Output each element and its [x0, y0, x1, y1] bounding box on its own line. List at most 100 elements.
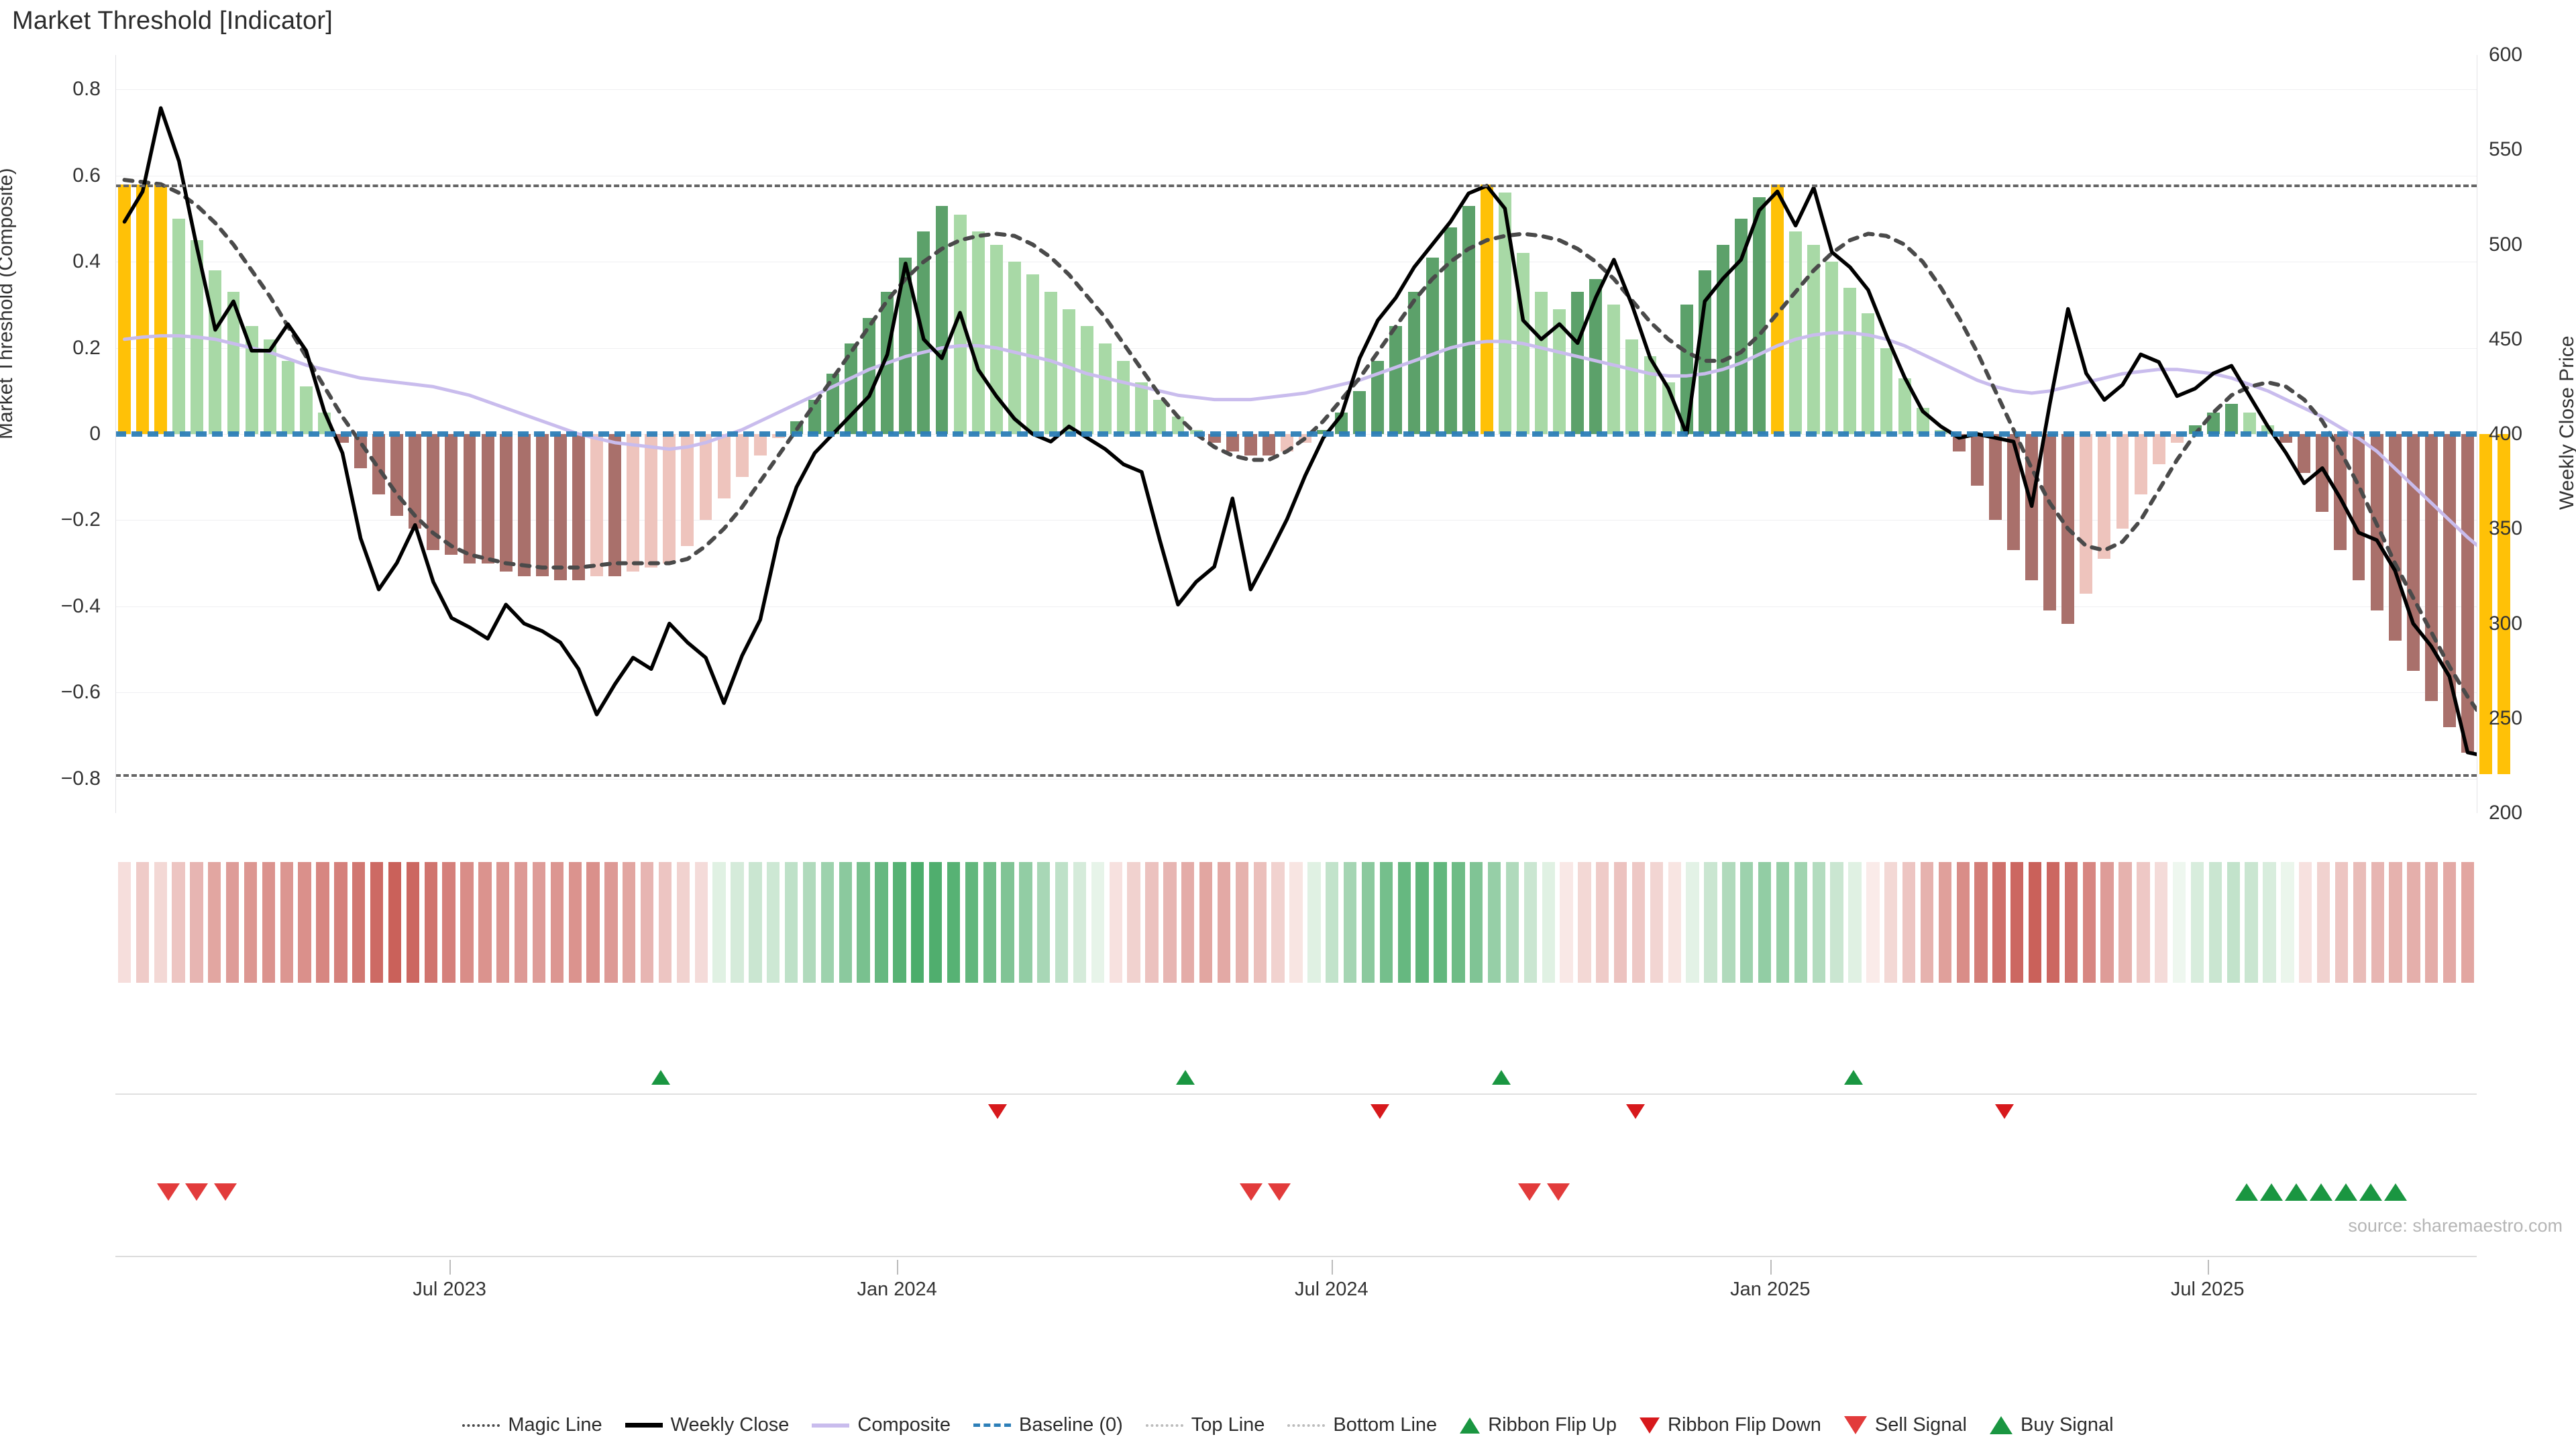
ribbon-cell [658, 862, 672, 983]
y-tick-label-right: 400 [2489, 423, 2523, 445]
threshold-bar [354, 434, 367, 469]
signal-marker-lanes [115, 993, 2477, 1261]
ribbon-cell [2100, 862, 2114, 983]
threshold-bar [1988, 434, 2002, 521]
x-axis-rule [115, 1256, 2477, 1257]
threshold-bar [753, 434, 767, 456]
ribbon-cell [2461, 862, 2475, 983]
gridline-y [115, 347, 2477, 349]
threshold-bar [245, 326, 258, 434]
right-axis-title: Weekly Close Price [2556, 335, 2576, 510]
sell-signal-marker [1268, 1183, 1291, 1201]
solid-line-icon [812, 1423, 850, 1428]
ribbon-cell [1650, 862, 1664, 983]
ribbon-cell [136, 862, 149, 983]
threshold-bar [118, 184, 131, 434]
threshold-bar [517, 434, 531, 576]
legend-ribbon-flip-up[interactable]: Ribbon Flip Up [1460, 1414, 1617, 1436]
ribbon-cell [2353, 862, 2366, 983]
buy-signal-marker [2334, 1183, 2357, 1201]
ribbon-cell [1470, 862, 1483, 983]
legend-ribbon-flip-down[interactable]: Ribbon Flip Down [1640, 1414, 1821, 1436]
ribbon-cell [568, 862, 582, 983]
ribbon-cell [1560, 862, 1573, 983]
legend-composite[interactable]: Composite [812, 1414, 951, 1436]
legend-bottom-line[interactable]: Bottom Line [1287, 1414, 1437, 1436]
threshold-bar [1480, 184, 1493, 434]
threshold-bar [1353, 390, 1366, 434]
ribbon-cell [316, 862, 329, 983]
threshold-bar [535, 434, 549, 576]
y-tick-label-left: 0 [89, 423, 101, 445]
gridline-y [115, 520, 2477, 521]
y-tick-label-left: −0.2 [60, 508, 101, 531]
ribbon-cell [1055, 862, 1069, 983]
ribbon-cell [2316, 862, 2330, 983]
ribbon-flip-up-marker [1843, 1070, 1863, 1085]
ribbon-flip-up-marker [651, 1070, 671, 1085]
ribbon-cell [442, 862, 455, 983]
ribbon-cell [2299, 862, 2312, 983]
line-series-layer [122, 106, 2477, 757]
baseline-zero [115, 431, 2477, 437]
page-title: Market Threshold [Indicator] [12, 7, 333, 35]
ribbon-cell [478, 862, 492, 983]
legend-label: Baseline (0) [1019, 1414, 1123, 1436]
threshold-bar [2224, 404, 2238, 434]
threshold-bar [2152, 434, 2165, 464]
y-tick-label-right: 300 [2489, 612, 2523, 635]
ribbon-cell [2010, 862, 2024, 983]
threshold-bar [2116, 434, 2129, 529]
ribbon-cell [208, 862, 221, 983]
ribbon-cell [1776, 862, 1790, 983]
threshold-bar [681, 434, 694, 546]
threshold-bar [663, 434, 676, 564]
ribbon-cell [2190, 862, 2204, 983]
threshold-bar [481, 434, 494, 564]
ribbon-cell [1631, 862, 1646, 983]
ribbon-cell [767, 862, 780, 983]
ribbon-cell [298, 862, 311, 983]
triangle-down-icon [1843, 1416, 1867, 1434]
ribbon-cell [1884, 862, 1898, 983]
ribbon-cell [1235, 862, 1249, 983]
ribbon-cell [1127, 862, 1140, 983]
ribbon-cell [2245, 862, 2258, 983]
legend-buy-signal[interactable]: Buy Signal [1989, 1414, 2114, 1436]
legend-top-line[interactable]: Top Line [1145, 1414, 1265, 1436]
ribbon-cell [370, 862, 384, 983]
ribbon-cell [2425, 862, 2438, 983]
threshold-bar [590, 434, 603, 576]
ribbon-cell [1523, 862, 1537, 983]
x-tick-label: Jul 2024 [1294, 1279, 1368, 1300]
legend-baseline[interactable]: Baseline (0) [973, 1414, 1123, 1436]
threshold-bar [645, 434, 658, 568]
threshold-bar [463, 434, 476, 564]
threshold-bar [2334, 434, 2347, 551]
ribbon-cell [676, 862, 690, 983]
ribbon-cell [802, 862, 816, 983]
ribbon-cell [388, 862, 402, 983]
ribbon-cell [514, 862, 528, 983]
threshold-bar [1117, 360, 1130, 434]
threshold-bar [409, 434, 422, 529]
ribbon-cell [1938, 862, 1951, 983]
y-tick-label-right: 600 [2489, 44, 2523, 66]
threshold-bar [1171, 417, 1185, 434]
legend-magic-line[interactable]: Magic Line [462, 1414, 602, 1436]
y-tick-label-right: 500 [2489, 233, 2523, 256]
ribbon-cell [154, 862, 167, 983]
lane-rule-flip [115, 1093, 2477, 1095]
legend-sell-signal[interactable]: Sell Signal [1843, 1414, 1967, 1436]
threshold-bar [1008, 262, 1021, 434]
weekly-close-line [122, 106, 2477, 757]
ribbon-cell [280, 862, 293, 983]
y-tick-label-left: −0.6 [60, 681, 101, 704]
ribbon-cell [1613, 862, 1627, 983]
ribbon-flip-down-marker [1626, 1104, 1646, 1119]
ribbon-cell [190, 862, 203, 983]
legend-weekly-close[interactable]: Weekly Close [625, 1414, 789, 1436]
ribbon-flip-down-marker [987, 1104, 1007, 1119]
ribbon-cell [460, 862, 474, 983]
threshold-bar [1843, 287, 1857, 434]
